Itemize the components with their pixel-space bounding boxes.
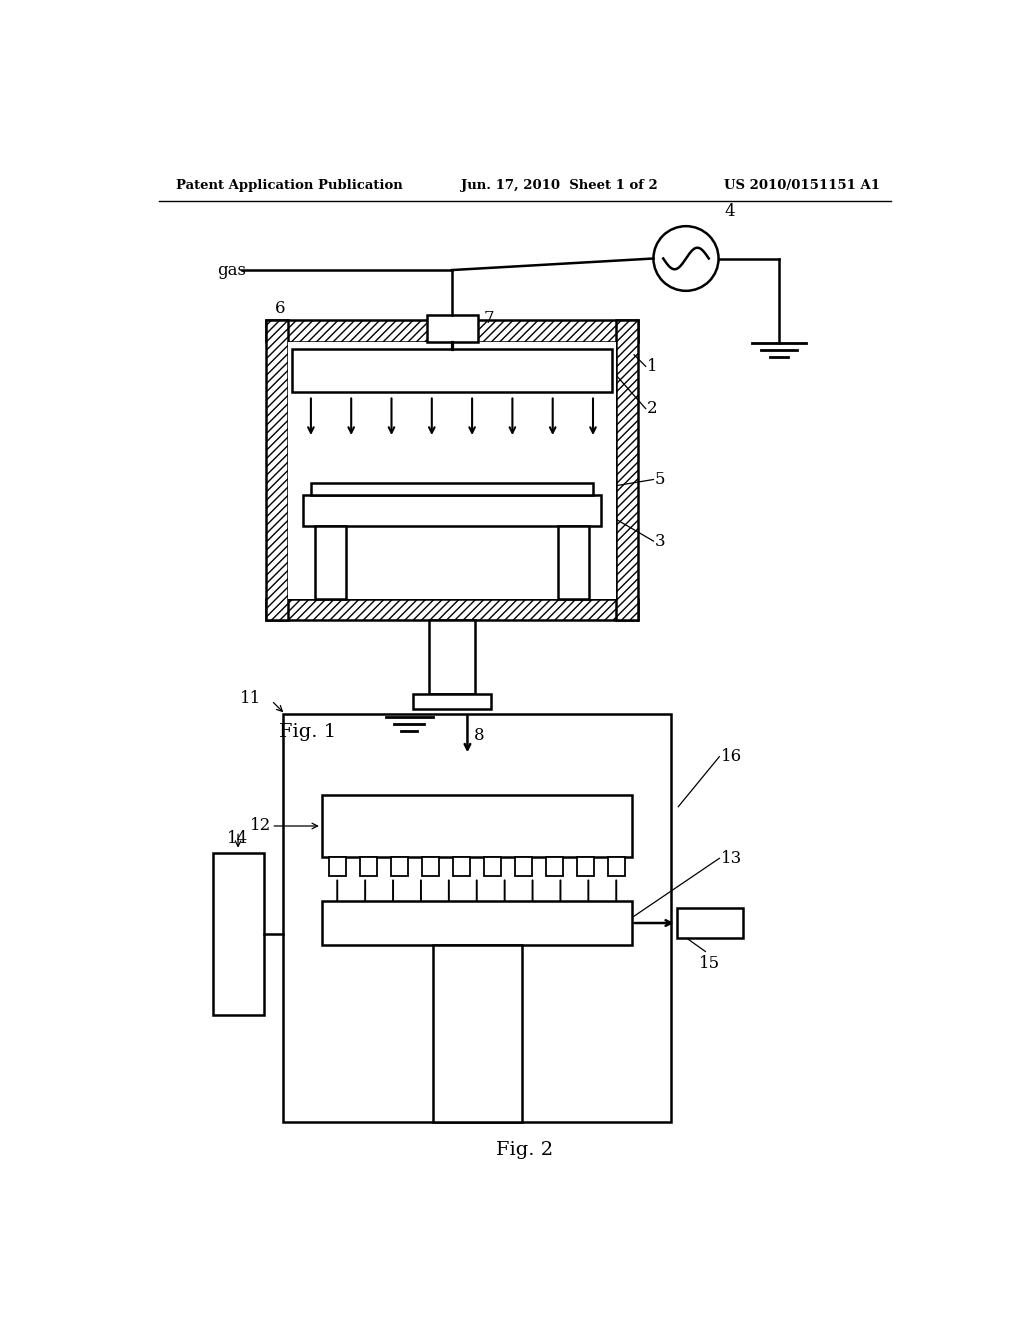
Bar [359, 857, 377, 876]
Bar [432, 945, 521, 1122]
Bar [577, 857, 594, 876]
Bar [546, 857, 563, 876]
Text: 5: 5 [655, 471, 666, 488]
Bar [616, 321, 638, 620]
Text: 13: 13 [721, 850, 742, 867]
Text: 12: 12 [250, 817, 271, 834]
Text: 15: 15 [698, 954, 720, 972]
Text: 1: 1 [647, 358, 657, 375]
Bar [213, 853, 263, 1015]
Bar [422, 857, 438, 876]
Text: Patent Application Publication: Patent Application Publication [176, 178, 402, 191]
Bar [292, 350, 612, 392]
Text: Jun. 17, 2010  Sheet 1 of 2: Jun. 17, 2010 Sheet 1 of 2 [461, 178, 658, 191]
Bar [429, 620, 475, 693]
Text: 2: 2 [647, 400, 657, 417]
Text: US 2010/0151151 A1: US 2010/0151151 A1 [724, 178, 880, 191]
Bar [677, 908, 742, 937]
Text: 3: 3 [655, 532, 666, 549]
Text: Fig. 2: Fig. 2 [497, 1142, 553, 1159]
Bar [322, 900, 632, 945]
Bar [311, 483, 593, 495]
Bar [391, 857, 408, 876]
Text: Fig. 1: Fig. 1 [280, 723, 336, 741]
Bar [427, 314, 477, 342]
Text: 16: 16 [721, 748, 742, 766]
Bar [303, 495, 601, 525]
Bar [453, 857, 470, 876]
Text: 6: 6 [275, 300, 286, 317]
Bar [414, 693, 490, 709]
Bar [314, 525, 346, 599]
Bar [329, 857, 346, 876]
Text: 11: 11 [240, 690, 261, 708]
Bar [483, 857, 501, 876]
Bar [266, 599, 638, 620]
Bar [322, 795, 632, 857]
Bar [288, 342, 616, 599]
Text: 7: 7 [483, 310, 495, 327]
Bar [558, 525, 589, 599]
Text: gas: gas [217, 261, 246, 279]
Bar [515, 857, 531, 876]
Text: 4: 4 [725, 203, 735, 220]
Text: 14: 14 [227, 830, 249, 847]
Bar [283, 714, 671, 1122]
Bar [266, 321, 638, 342]
Bar [607, 857, 625, 876]
Text: 8: 8 [474, 727, 484, 744]
Bar [266, 321, 288, 620]
